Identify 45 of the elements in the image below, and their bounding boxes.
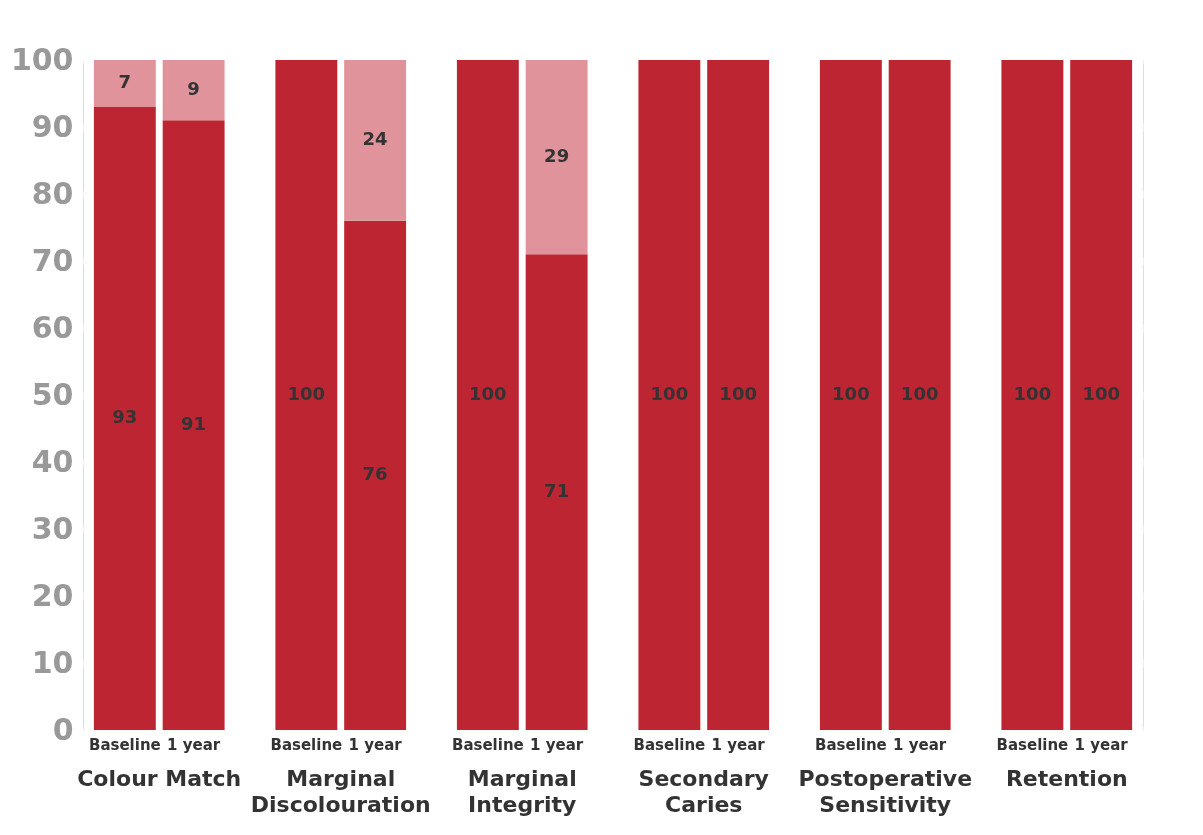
y-tick-label: 80 — [31, 175, 74, 211]
y-tick-label: 100 — [10, 41, 74, 77]
x-tick-label: Baseline — [633, 736, 706, 754]
data-label: 100 — [832, 383, 870, 404]
x-tick-label: Baseline — [996, 736, 1069, 754]
text: Marginal Integrity — [467, 765, 577, 817]
y-tick-label: 0 — [52, 711, 74, 747]
data-label: 100 — [650, 383, 689, 404]
x-tick-label: 1 year — [711, 736, 766, 754]
data-label: 24 — [362, 128, 388, 150]
y-tick-label: 90 — [31, 108, 74, 144]
data-label: 93 — [112, 406, 138, 428]
data-label: 91 — [181, 413, 207, 435]
data-label: 100 — [1082, 383, 1120, 404]
x-tick-label: Baseline — [88, 736, 161, 754]
text: Colour Match — [77, 765, 242, 791]
x-tick-label: Baseline — [451, 736, 524, 754]
data-label: 100 — [287, 383, 326, 404]
y-tick-label: 60 — [31, 309, 74, 345]
x-tick-label: 1 year — [530, 736, 584, 754]
data-label: 7 — [118, 71, 132, 93]
x-tick-label: 1 year — [893, 736, 947, 754]
x-tick-label: 1 year — [1074, 736, 1129, 754]
y-tick-label: 40 — [31, 443, 74, 479]
y-tick-label: 10 — [31, 644, 74, 680]
data-label: 100 — [469, 383, 507, 404]
text: Marginal Discolouration — [250, 765, 431, 817]
data-label: 100 — [1013, 383, 1052, 404]
text: Secondary Caries — [638, 765, 769, 817]
data-label: 100 — [900, 383, 939, 404]
y-tick-label: 70 — [31, 242, 74, 278]
x-tick-label: Baseline — [270, 736, 343, 754]
data-label: 76 — [362, 463, 388, 485]
data-label: 9 — [187, 78, 200, 100]
y-tick-label: 30 — [31, 510, 74, 546]
y-tick-label: 20 — [31, 577, 74, 613]
text: Retention — [1005, 765, 1128, 791]
x-tick-label: 1 year — [167, 736, 221, 754]
x-tick-label: Baseline — [814, 736, 887, 754]
data-label: 71 — [544, 480, 570, 502]
y-tick-label: 50 — [31, 376, 74, 412]
data-label: 100 — [719, 383, 757, 404]
data-label: 29 — [544, 145, 570, 167]
x-tick-label: 1 year — [348, 736, 403, 754]
text: Postoperative Sensitivity — [798, 765, 973, 817]
